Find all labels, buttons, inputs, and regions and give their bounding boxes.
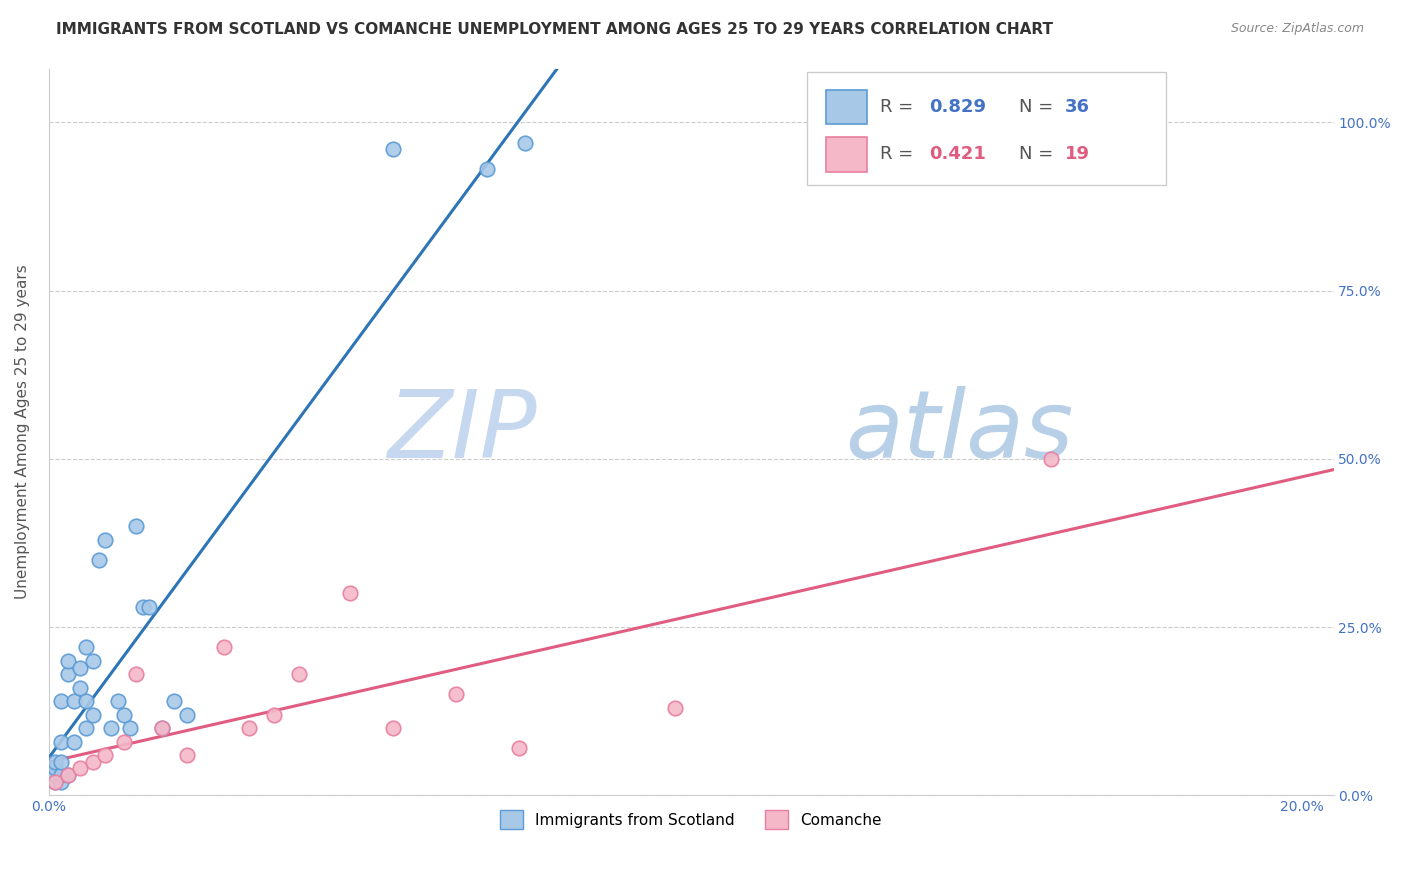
Point xyxy=(63,734,86,748)
Y-axis label: Unemployment Among Ages 25 to 29 years: Unemployment Among Ages 25 to 29 years xyxy=(15,265,30,599)
Point xyxy=(44,775,66,789)
Point xyxy=(163,694,186,708)
Text: R =: R = xyxy=(880,145,920,163)
Point xyxy=(51,755,73,769)
Point xyxy=(56,768,79,782)
Text: 36: 36 xyxy=(1064,98,1090,116)
Point xyxy=(150,721,173,735)
FancyBboxPatch shape xyxy=(827,89,868,125)
Point xyxy=(51,775,73,789)
Point xyxy=(75,694,97,708)
Point xyxy=(44,762,66,776)
Text: atlas: atlas xyxy=(845,386,1074,477)
Point xyxy=(100,721,122,735)
Point xyxy=(125,519,148,533)
Point xyxy=(94,747,117,762)
Point xyxy=(56,654,79,668)
Point xyxy=(56,667,79,681)
Point xyxy=(87,553,110,567)
Point xyxy=(150,721,173,735)
Text: 0.421: 0.421 xyxy=(929,145,986,163)
Point xyxy=(339,586,361,600)
Point xyxy=(263,707,285,722)
Text: 19: 19 xyxy=(1064,145,1090,163)
Point xyxy=(51,694,73,708)
Text: N =: N = xyxy=(1019,145,1059,163)
Point xyxy=(176,747,198,762)
Point xyxy=(132,599,155,614)
Point xyxy=(82,707,104,722)
Point xyxy=(513,136,536,150)
Point xyxy=(75,721,97,735)
Point xyxy=(69,660,91,674)
Point xyxy=(44,768,66,782)
Point xyxy=(112,734,135,748)
Legend: Immigrants from Scotland, Comanche: Immigrants from Scotland, Comanche xyxy=(494,805,889,835)
Text: R =: R = xyxy=(880,98,920,116)
FancyBboxPatch shape xyxy=(807,72,1167,185)
Point xyxy=(138,599,160,614)
Point xyxy=(69,762,91,776)
Point xyxy=(212,640,235,655)
Point xyxy=(51,768,73,782)
Text: N =: N = xyxy=(1019,98,1059,116)
Point xyxy=(44,755,66,769)
FancyBboxPatch shape xyxy=(827,136,868,172)
Point xyxy=(51,734,73,748)
Point xyxy=(288,667,311,681)
Point xyxy=(75,640,97,655)
Point xyxy=(44,775,66,789)
Text: ZIP: ZIP xyxy=(387,386,537,477)
Point xyxy=(444,688,467,702)
Text: 0.829: 0.829 xyxy=(929,98,986,116)
Point xyxy=(107,694,129,708)
Point xyxy=(238,721,260,735)
Point xyxy=(382,721,405,735)
Point xyxy=(508,741,530,756)
Point xyxy=(94,533,117,547)
Point xyxy=(56,768,79,782)
Point xyxy=(112,707,135,722)
Point xyxy=(664,701,686,715)
Point xyxy=(382,142,405,156)
Point xyxy=(82,654,104,668)
Point xyxy=(1040,451,1063,466)
Point xyxy=(477,162,499,177)
Point xyxy=(69,681,91,695)
Point xyxy=(176,707,198,722)
Point xyxy=(120,721,142,735)
Point xyxy=(63,694,86,708)
Point xyxy=(125,667,148,681)
Text: IMMIGRANTS FROM SCOTLAND VS COMANCHE UNEMPLOYMENT AMONG AGES 25 TO 29 YEARS CORR: IMMIGRANTS FROM SCOTLAND VS COMANCHE UNE… xyxy=(56,22,1053,37)
Text: Source: ZipAtlas.com: Source: ZipAtlas.com xyxy=(1230,22,1364,36)
Point xyxy=(82,755,104,769)
